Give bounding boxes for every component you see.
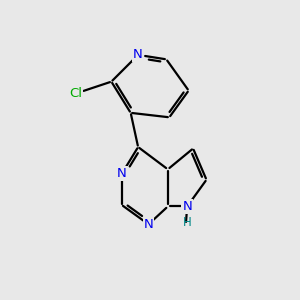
Text: H: H (183, 216, 192, 229)
Text: Cl: Cl (69, 87, 82, 100)
Text: N: N (117, 167, 127, 180)
Text: N: N (144, 218, 153, 231)
Text: N: N (133, 48, 143, 62)
Text: N: N (182, 200, 192, 213)
